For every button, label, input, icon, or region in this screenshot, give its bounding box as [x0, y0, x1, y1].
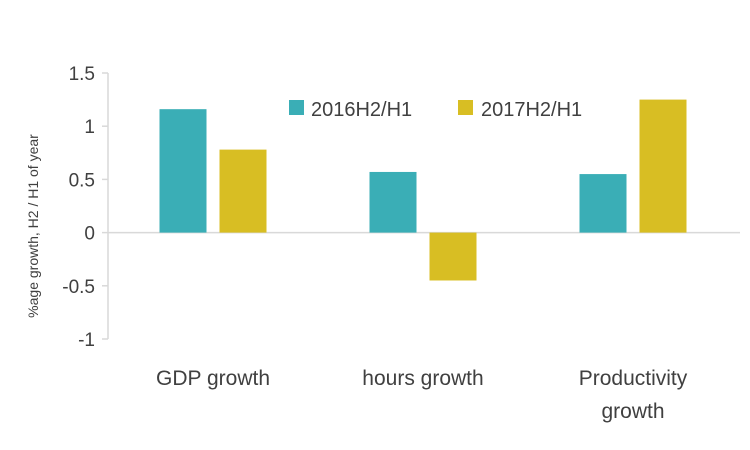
- y-axis-label: %age growth, H2 / H1 of year: [25, 134, 41, 318]
- legend: 2016H2/H1 2017H2/H1: [289, 99, 582, 121]
- bars: [159, 99, 687, 281]
- legend-swatch: [458, 100, 473, 115]
- y-tick-label: 0.5: [69, 170, 95, 191]
- x-category-label-line: growth: [601, 400, 664, 423]
- bar: [159, 109, 207, 233]
- x-category-label-line: Productivity: [579, 367, 688, 390]
- bar: [639, 99, 687, 233]
- y-tick-label: 1.5: [69, 64, 95, 85]
- axes: [102, 72, 740, 340]
- y-tick-label: -1: [78, 330, 95, 351]
- legend-label: 2016H2/H1: [311, 99, 412, 121]
- x-category-label: Productivity growth: [579, 367, 688, 423]
- y-tick-label: 0: [84, 224, 95, 245]
- y-tick-label: 1: [84, 117, 95, 138]
- labels: 1.5 1 0.5 0 -0.5 -1 GDP growth hours growth Prod…: [25, 64, 688, 423]
- x-category-label: GDP growth: [156, 367, 270, 390]
- bar: [429, 232, 477, 281]
- legend-label: 2017H2/H1: [481, 99, 582, 121]
- x-category-label: hours growth: [362, 367, 483, 390]
- y-tick-label: -0.5: [62, 277, 95, 298]
- x-category-label-line: hours growth: [362, 367, 483, 390]
- bar: [219, 149, 267, 233]
- x-category-label-line: GDP growth: [156, 367, 270, 390]
- bar: [579, 174, 627, 233]
- bar: [369, 171, 417, 233]
- legend-swatch: [289, 100, 304, 115]
